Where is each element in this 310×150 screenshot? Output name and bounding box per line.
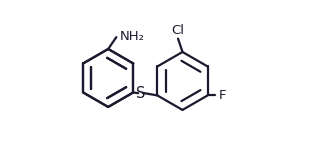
Text: F: F <box>219 89 226 102</box>
Text: Cl: Cl <box>171 24 184 37</box>
Text: S: S <box>136 86 145 101</box>
Text: NH₂: NH₂ <box>120 30 145 43</box>
